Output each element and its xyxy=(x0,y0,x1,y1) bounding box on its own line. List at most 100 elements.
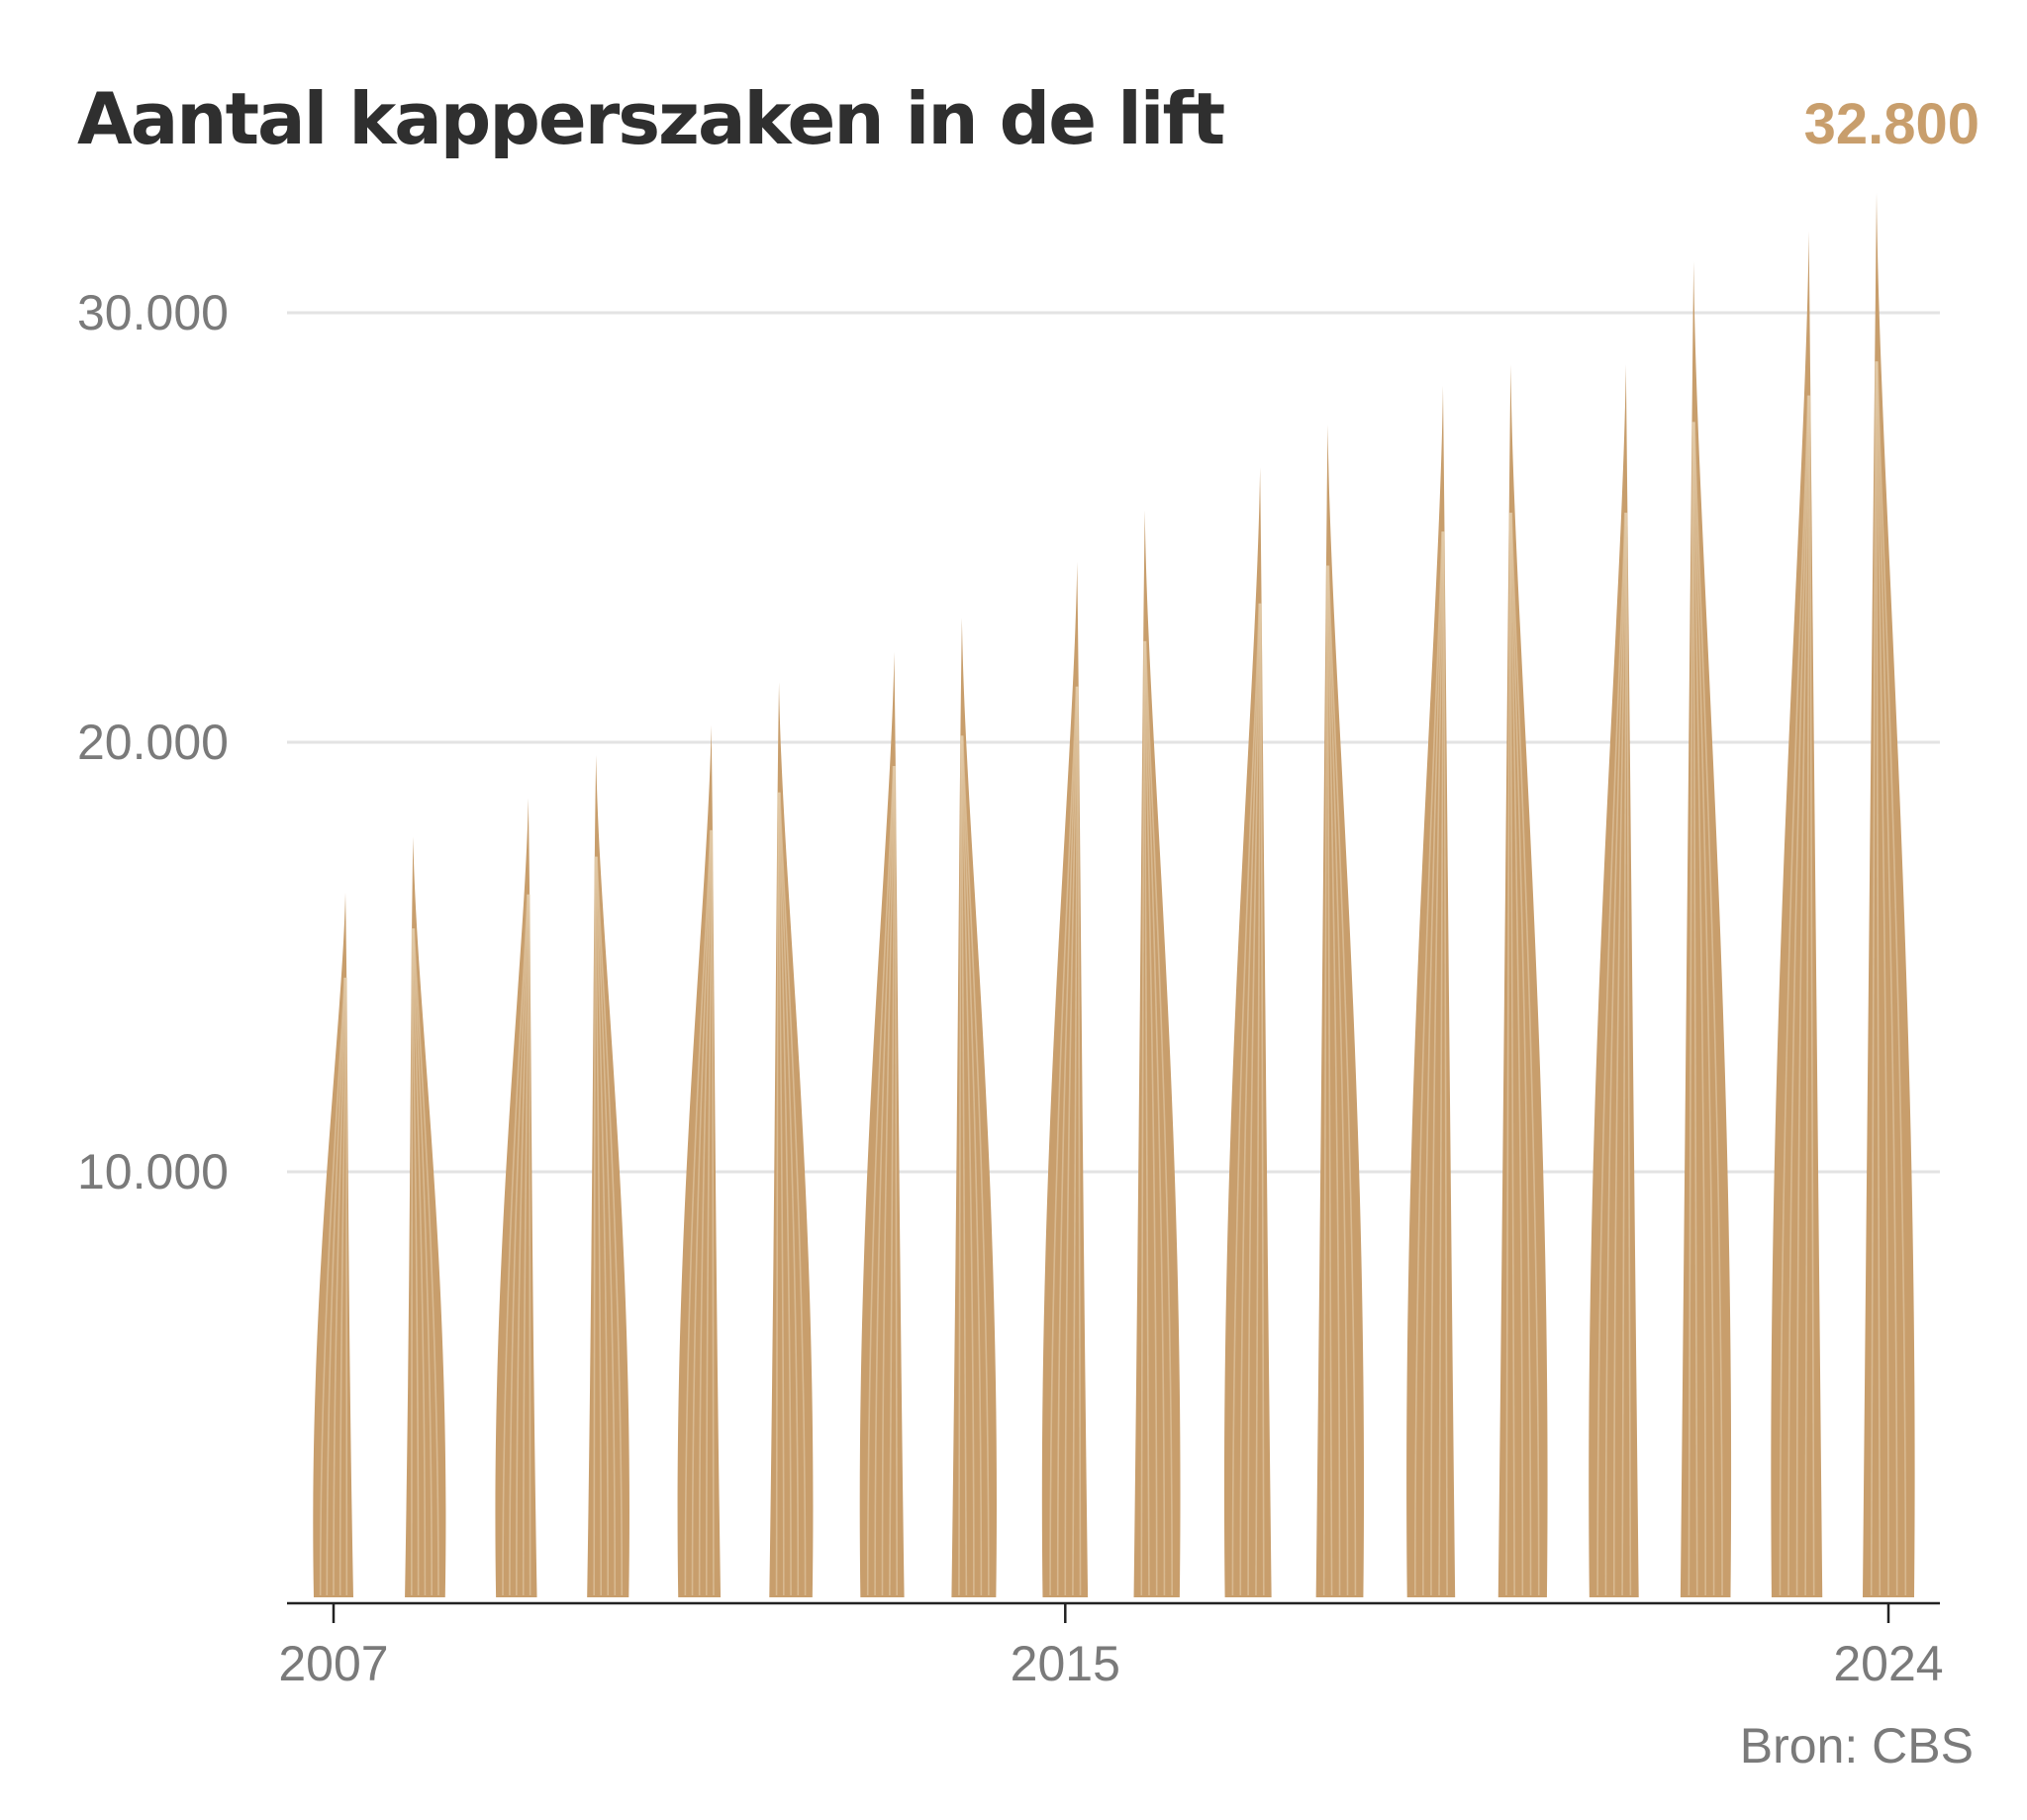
strand-texture xyxy=(1604,513,1627,1596)
strand-texture xyxy=(319,977,345,1596)
strand-texture xyxy=(1787,395,1809,1596)
strand-texture xyxy=(333,977,346,1596)
strand-texture xyxy=(778,792,792,1596)
bar-2011 xyxy=(677,724,722,1597)
strand-texture xyxy=(1877,361,1907,1596)
source-note: Bron: CBS xyxy=(1739,1718,1974,1773)
strand-texture xyxy=(413,928,433,1596)
strand-texture xyxy=(1326,565,1341,1596)
strand-texture xyxy=(1509,513,1515,1596)
strand-texture xyxy=(1596,513,1626,1596)
bar-2019 xyxy=(1406,385,1456,1597)
x-tick-label: 2015 xyxy=(1011,1636,1120,1691)
strand-texture xyxy=(961,735,975,1596)
y-tick-label: 20.000 xyxy=(77,715,229,770)
bar-2008 xyxy=(405,836,446,1597)
strand-texture xyxy=(958,735,962,1596)
bar-2010 xyxy=(587,755,629,1597)
strand-texture xyxy=(778,792,800,1596)
bar-2016 xyxy=(1133,510,1181,1597)
strand-texture xyxy=(1691,422,1698,1596)
strand-texture xyxy=(881,765,896,1596)
strand-texture xyxy=(866,765,895,1596)
bar-2017 xyxy=(1223,467,1272,1597)
chart-title: Aantal kapperszaken in de lift xyxy=(77,77,1225,160)
strand-texture xyxy=(684,829,712,1596)
strand-texture xyxy=(1510,513,1532,1596)
strand-texture xyxy=(1144,640,1166,1596)
strand-texture xyxy=(1077,686,1082,1596)
bar-2007 xyxy=(313,892,353,1597)
strand-texture xyxy=(1876,361,1889,1596)
strand-texture xyxy=(1049,686,1078,1596)
strand-texture xyxy=(412,928,427,1596)
strand-texture xyxy=(1422,531,1444,1596)
strand-texture xyxy=(1140,640,1145,1596)
strand-texture xyxy=(1247,603,1261,1596)
strand-texture xyxy=(410,928,414,1596)
strand-texture xyxy=(961,735,983,1596)
strand-texture xyxy=(1509,513,1524,1596)
strand-texture xyxy=(1056,686,1078,1596)
strand-texture xyxy=(1413,531,1443,1596)
bar-2020 xyxy=(1497,364,1548,1598)
strand-texture xyxy=(1692,422,1706,1596)
bar-2012 xyxy=(769,682,814,1597)
strand-texture xyxy=(1693,422,1723,1596)
strand-texture xyxy=(1143,640,1158,1596)
strand-texture xyxy=(1260,603,1265,1596)
strand-texture xyxy=(1795,395,1810,1596)
strand-texture xyxy=(529,894,531,1596)
strand-texture xyxy=(1064,686,1079,1596)
strand-texture xyxy=(1144,640,1173,1596)
strand-texture xyxy=(509,894,530,1596)
x-tick-label: 2007 xyxy=(278,1636,388,1691)
latest-value-label: 32.800 xyxy=(1803,92,1979,156)
strand-texture xyxy=(711,829,715,1596)
strand-texture xyxy=(594,856,603,1596)
strand-texture xyxy=(1510,513,1540,1596)
x-tick-label: 2024 xyxy=(1833,1636,1943,1691)
strand-texture xyxy=(775,792,779,1596)
strand-texture xyxy=(345,977,348,1596)
strand-texture xyxy=(777,792,785,1596)
strand-texture xyxy=(516,894,530,1596)
strand-texture xyxy=(1692,422,1715,1596)
y-tick-label: 30.000 xyxy=(77,285,229,340)
strand-texture xyxy=(596,856,624,1596)
bar-2024 xyxy=(1863,192,1915,1598)
bar-2013 xyxy=(859,651,905,1597)
strand-texture xyxy=(1621,513,1628,1596)
strand-texture xyxy=(691,829,712,1596)
strand-texture xyxy=(960,735,968,1596)
strand-texture xyxy=(894,765,899,1596)
bar-2023 xyxy=(1771,231,1823,1597)
strand-texture xyxy=(595,856,617,1596)
strand-texture xyxy=(874,765,895,1596)
strand-texture xyxy=(502,894,529,1596)
strand-texture xyxy=(1326,565,1333,1596)
bar-2009 xyxy=(495,798,537,1597)
strand-texture xyxy=(326,977,346,1596)
strand-texture xyxy=(1239,603,1261,1596)
bar-2021 xyxy=(1589,364,1639,1598)
strand-texture xyxy=(1875,361,1882,1596)
strand-texture xyxy=(1143,640,1150,1596)
strand-texture xyxy=(1804,395,1810,1596)
strand-texture xyxy=(1876,361,1898,1596)
bar-2018 xyxy=(1315,424,1365,1598)
strand-texture xyxy=(595,856,610,1596)
strand-texture xyxy=(1231,603,1260,1596)
bar-2022 xyxy=(1680,260,1732,1597)
strand-texture xyxy=(413,928,439,1596)
strand-texture xyxy=(698,829,713,1596)
strand-texture xyxy=(962,735,990,1596)
strand-texture xyxy=(1430,531,1444,1596)
strand-texture xyxy=(1612,513,1627,1596)
strand-texture xyxy=(1327,565,1349,1596)
strand-texture xyxy=(779,792,807,1596)
strand-texture xyxy=(412,928,420,1596)
strand-texture xyxy=(593,856,597,1596)
